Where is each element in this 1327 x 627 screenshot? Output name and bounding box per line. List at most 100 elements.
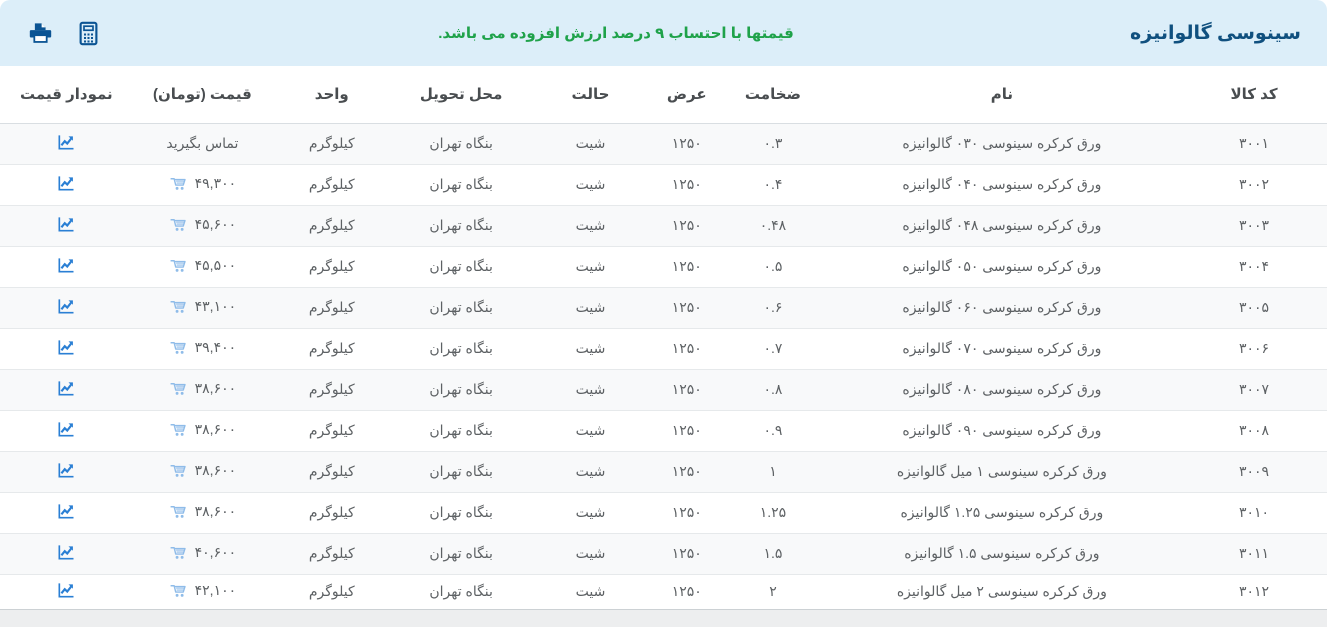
- price-cell: تماس بگیرید: [132, 123, 273, 165]
- name-value: ورق کرکره سینوسی ۰۴۸ گالوانیزه: [902, 217, 1102, 233]
- state-cell: شیت: [530, 205, 651, 247]
- price-chart-button[interactable]: [56, 132, 76, 152]
- width-cell: ۱۲۵۰: [650, 369, 724, 411]
- unit-value: کیلوگرم: [308, 299, 355, 315]
- price-cell: ۳۸,۶۰۰: [132, 369, 273, 411]
- unit-value: کیلوگرم: [308, 545, 355, 561]
- add-to-cart-button[interactable]: [169, 582, 188, 599]
- column-header-delivery: محل تحویل: [391, 66, 531, 124]
- code-value: ۳۰۱۱: [1238, 545, 1270, 561]
- table-row: ۳۰۰۲ ورق کرکره سینوسی ۰۴۰ گالوانیزه ۰.۴ ۱۲۵…: [0, 164, 1327, 206]
- code-value: ۳۰۰۵: [1238, 299, 1270, 315]
- unit-value: کیلوگرم: [308, 463, 355, 479]
- chart-cell: [0, 451, 133, 493]
- price-cell: ۴۵,۶۰۰: [132, 205, 273, 247]
- state-value: شیت: [575, 583, 606, 600]
- width-cell: ۱۲۵۰: [650, 574, 723, 609]
- add-to-cart-button[interactable]: [169, 175, 188, 192]
- thickness-value: ۰.۹: [763, 422, 783, 438]
- state-cell: شیت: [530, 533, 651, 575]
- thickness-value: ۱.۵: [763, 545, 783, 561]
- vat-notice: قیمتها با احتساب ۹ درصد ارزش افزوده می ب…: [438, 25, 794, 42]
- width-cell: ۱۲۵۰: [650, 205, 724, 247]
- name-value: ورق کرکره سینوسی ۰۳۰ گالوانیزه: [902, 135, 1102, 151]
- state-cell: شیت: [530, 328, 651, 370]
- price-chart-button[interactable]: [56, 542, 76, 562]
- price-value: ۳۸,۶۰۰: [194, 502, 237, 519]
- cart-icon: [170, 259, 186, 272]
- delivery-cell: بنگاه تهران: [391, 492, 531, 534]
- state-value: شیت: [575, 176, 606, 192]
- state-value: شیت: [575, 135, 606, 151]
- delivery-cell: بنگاه تهران: [391, 205, 531, 247]
- unit-value: کیلوگرم: [308, 422, 355, 438]
- chart-cell: [0, 164, 133, 206]
- page-header: سینوسی گالوانیزه قیمتها با احتساب ۹ درصد…: [0, 0, 1327, 66]
- cart-icon: [170, 505, 186, 518]
- chart-cell: [0, 410, 133, 452]
- price-chart-button[interactable]: [56, 337, 76, 357]
- unit-cell: کیلوگرم: [272, 533, 392, 575]
- name-value: ورق کرکره سینوسی ۰۸۰ گالوانیزه: [902, 381, 1102, 397]
- state-value: شیت: [575, 422, 606, 438]
- width-cell: ۱۲۵۰: [650, 123, 724, 165]
- price-chart-button[interactable]: [56, 460, 76, 480]
- price-wrap: ۳۸,۶۰۰: [169, 380, 236, 397]
- add-to-cart-button[interactable]: [169, 298, 188, 315]
- state-value: شیت: [575, 217, 606, 233]
- table-bottom-strip: [0, 609, 1327, 627]
- add-to-cart-button[interactable]: [169, 421, 188, 438]
- thickness-cell: ۱.۲۵: [723, 492, 823, 534]
- code-value: ۳۰۰۷: [1238, 381, 1270, 397]
- price-chart-button[interactable]: [56, 214, 76, 234]
- price-chart-button[interactable]: [56, 580, 76, 600]
- chart-cell: [0, 369, 133, 411]
- price-value: ۴۲,۱۰۰: [194, 581, 237, 598]
- width-value: ۱۲۵۰: [671, 340, 702, 356]
- price-chart-button[interactable]: [56, 501, 76, 521]
- state-value: شیت: [575, 381, 606, 397]
- add-to-cart-button[interactable]: [169, 380, 188, 397]
- price-chart-icon: [58, 340, 74, 355]
- delivery-value: بنگاه تهران: [429, 381, 493, 397]
- price-value: ۴۹,۳۰۰: [194, 174, 237, 191]
- price-value: ۳۹,۴۰۰: [194, 338, 237, 355]
- price-chart-button[interactable]: [56, 255, 76, 275]
- add-to-cart-button[interactable]: [169, 544, 188, 561]
- price-chart-button[interactable]: [56, 173, 76, 193]
- name-cell: ورق کرکره سینوسی ۱.۵ گالوانیزه: [822, 533, 1182, 575]
- state-cell: شیت: [530, 164, 651, 206]
- cart-icon: [170, 584, 186, 597]
- state-cell: شیت: [530, 451, 651, 493]
- name-cell: ورق کرکره سینوسی ۰۸۰ گالوانیزه: [822, 369, 1182, 411]
- delivery-cell: بنگاه تهران: [391, 287, 531, 329]
- thickness-value: ۲: [769, 583, 777, 600]
- delivery-value: بنگاه تهران: [429, 422, 493, 438]
- add-to-cart-button[interactable]: [169, 462, 188, 479]
- price-chart-button[interactable]: [56, 419, 76, 439]
- name-cell: ورق کرکره سینوسی ۱.۲۵ گالوانیزه: [822, 492, 1182, 534]
- price-wrap: ۴۵,۶۰۰: [169, 216, 236, 233]
- calculator-button[interactable]: [75, 20, 102, 47]
- width-cell: ۱۲۵۰: [650, 533, 724, 575]
- cart-icon: [170, 341, 186, 354]
- price-value: ۴۵,۵۰۰: [194, 256, 237, 273]
- table-row: ۳۰۰۱ ورق کرکره سینوسی ۰۳۰ گالوانیزه ۰.۳ ۱۲۵…: [0, 123, 1327, 165]
- price-wrap: ۴۲,۱۰۰: [169, 581, 237, 599]
- cart-icon: [170, 300, 186, 313]
- add-to-cart-button[interactable]: [169, 257, 188, 274]
- add-to-cart-button[interactable]: [169, 503, 188, 520]
- price-chart-button[interactable]: [56, 296, 76, 316]
- price-value: ۴۳,۱۰۰: [194, 297, 237, 314]
- delivery-cell: بنگاه تهران: [391, 328, 531, 370]
- delivery-cell: بنگاه تهران: [391, 164, 531, 206]
- price-chart-icon: [58, 422, 74, 437]
- print-button[interactable]: [26, 20, 55, 47]
- add-to-cart-button[interactable]: [169, 216, 188, 233]
- price-chart-button[interactable]: [56, 378, 76, 398]
- add-to-cart-button[interactable]: [169, 339, 188, 356]
- name-value: ورق کرکره سینوسی ۲ میل گالوانیزه: [896, 583, 1107, 600]
- name-cell: ورق کرکره سینوسی ۰۳۰ گالوانیزه: [822, 123, 1182, 165]
- code-value: ۳۰۰۴: [1238, 258, 1270, 274]
- price-value: ۳۸,۶۰۰: [194, 461, 237, 478]
